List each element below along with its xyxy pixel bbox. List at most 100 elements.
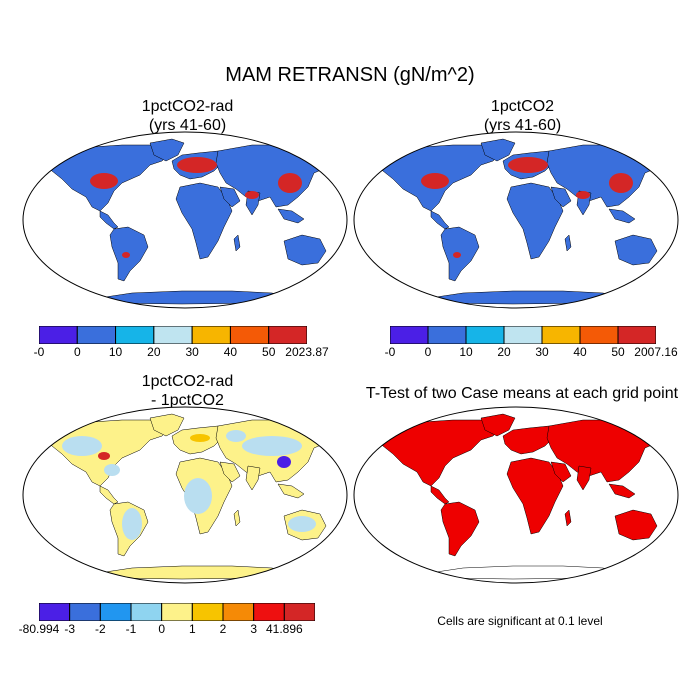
land-madagascar — [564, 234, 572, 252]
hotspot-south-asia — [245, 191, 259, 199]
colorbar-segment — [76, 326, 117, 344]
panel-3-title: 1pctCO2-rad - 1pctCO2 — [25, 372, 350, 410]
colorbar-tick-label: 41.896 — [265, 622, 303, 636]
hotspot-europe — [177, 157, 217, 173]
panel-1-title-line1: 1pctCO2-rad — [141, 98, 234, 115]
hotspot-north-america — [421, 173, 449, 189]
colorbar-tick-label: 20 — [147, 345, 161, 359]
colorbar-segment — [427, 326, 467, 344]
land-southAmerica — [440, 501, 480, 557]
land-greenland — [480, 138, 516, 162]
land-madagascar — [233, 234, 241, 252]
panel-3-title-line2: - 1pctCO2 — [151, 392, 224, 409]
difference-region — [122, 508, 142, 540]
hotspot-south-asia — [576, 191, 590, 199]
colorbar-tick-label: -0 — [33, 345, 45, 359]
colorbar-tick-label: -2 — [94, 622, 106, 636]
land-seAsia — [277, 483, 305, 499]
map-border — [22, 131, 348, 309]
colorbar-segment — [579, 326, 619, 344]
difference-region — [104, 464, 120, 476]
land-centralAmerica — [99, 485, 119, 505]
colorbar-segment — [390, 326, 429, 344]
colorbar-segment — [229, 326, 270, 344]
land-australia — [614, 234, 658, 266]
panel-1-map — [22, 131, 348, 309]
panel-4-note: Cells are significant at 0.1 level — [437, 614, 603, 628]
panel-2-title: 1pctCO2 (yrs 41-60) — [360, 97, 685, 135]
panel-3-colorbar-labels: -80.994 -3 -2 -1 0 1 2 3 41.896 — [19, 622, 315, 638]
land-centralAmerica — [99, 210, 119, 230]
land-africa — [175, 182, 233, 260]
panel-2-title-line2: (yrs 41-60) — [483, 117, 562, 134]
land-centralAmerica — [430, 210, 450, 230]
colorbar-tick-label: -0 — [384, 345, 396, 359]
colorbar-tick-label: 20 — [497, 345, 511, 359]
difference-negative-east-asia — [277, 456, 291, 468]
land-seAsia — [608, 208, 636, 224]
land-australia — [614, 509, 658, 541]
colorbar-tick-label: 50 — [611, 345, 625, 359]
land-arabia — [550, 186, 572, 208]
difference-region — [62, 436, 102, 456]
panel-1-title: 1pctCO2-rad (yrs 41-60) — [25, 97, 350, 135]
panel-2-colorbar-labels: -0 0 10 20 30 40 50 2007.16 — [385, 345, 678, 361]
colorbar-tick-label: 0 — [424, 345, 432, 359]
colorbar-tick-label: 40 — [573, 345, 587, 359]
colorbar-segment — [39, 326, 78, 344]
colorbar-segment — [283, 603, 315, 621]
panel-3-map — [22, 406, 348, 584]
colorbar-segment — [541, 326, 581, 344]
land-africa — [506, 182, 564, 260]
map-border — [353, 131, 679, 309]
land-arabia — [219, 461, 241, 483]
colorbar-tick-label: 1 — [188, 622, 196, 636]
panel-4-title-line1: T-Test of two Case means at each grid po… — [365, 385, 679, 402]
land-centralAmerica — [430, 485, 450, 505]
colorbar-tick-label: 2007.16 — [634, 345, 678, 359]
colorbar-segment — [465, 326, 505, 344]
land-greenland — [149, 138, 185, 162]
land-india — [245, 465, 261, 491]
colorbar-tick-label: 10 — [108, 345, 123, 359]
colorbar-segment — [153, 326, 193, 344]
panel-2-map — [353, 131, 679, 309]
panel-4-map — [353, 406, 679, 584]
colorbar-segment — [253, 603, 285, 621]
colorbar-segment — [617, 326, 656, 344]
land-northAmerica — [372, 419, 504, 487]
map-border — [22, 406, 348, 584]
colorbar-tick-label: 40 — [223, 345, 238, 359]
colorbar-segment — [161, 603, 193, 621]
colorbar-segment — [115, 326, 155, 344]
land-africa — [506, 457, 564, 535]
panel-2-title-line1: 1pctCO2 — [490, 98, 555, 115]
panel-3-title-line1: 1pctCO2-rad — [141, 373, 234, 390]
hotspot-east-asia — [278, 173, 302, 193]
hotspot-europe — [508, 157, 548, 173]
difference-region — [226, 430, 246, 442]
colorbar-tick-label: 0 — [73, 345, 81, 359]
colorbar-tick-label: -80.994 — [18, 622, 60, 636]
land-seAsia — [277, 208, 305, 224]
land-greenland — [149, 413, 185, 437]
colorbar-segment — [130, 603, 163, 621]
colorbar-segment — [39, 603, 71, 621]
colorbar-segment — [69, 603, 101, 621]
land-india — [576, 465, 592, 491]
land-madagascar — [564, 509, 572, 527]
panel-4-title: T-Test of two Case means at each grid po… — [352, 384, 692, 403]
colorbar-tick-label: 2023.87 — [285, 345, 329, 359]
colorbar-tick-label: 50 — [262, 345, 276, 359]
colorbar-segment — [191, 603, 224, 621]
colorbar-tick-label: 30 — [185, 345, 199, 359]
colorbar-tick-label: -3 — [64, 622, 75, 636]
land-europe — [502, 425, 556, 455]
colorbar-tick-label: -1 — [125, 622, 137, 636]
colorbar-tick-label: 30 — [535, 345, 549, 359]
land-australia — [283, 234, 327, 266]
colorbar-segment — [503, 326, 543, 344]
colorbar-segment — [99, 603, 132, 621]
panel-1-title-line2: (yrs 41-60) — [148, 117, 227, 134]
hotspot-south-america — [122, 252, 130, 258]
